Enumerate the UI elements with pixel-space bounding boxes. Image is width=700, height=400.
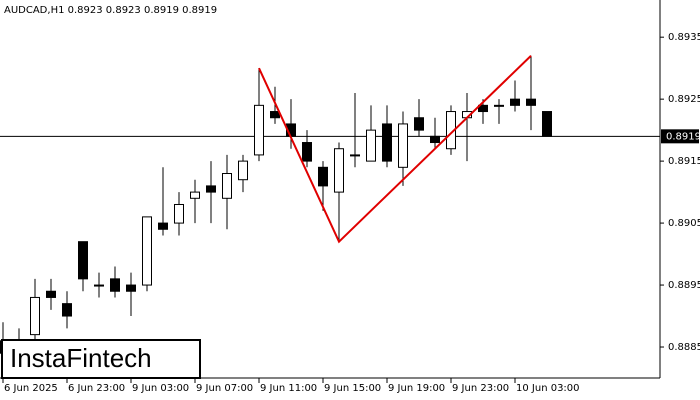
x-tick-label: 9 Jun 07:00 — [196, 383, 253, 394]
candle-body — [142, 216, 152, 286]
x-tick-label: 6 Jun 23:00 — [68, 383, 125, 394]
y-tick-label: 0.8925 — [668, 94, 700, 105]
x-tick-label: 9 Jun 19:00 — [388, 383, 445, 394]
candle-body — [350, 154, 360, 157]
candle-body — [318, 166, 328, 187]
candle-body — [526, 98, 536, 106]
watermark-box — [1, 339, 201, 379]
candle-body — [302, 142, 312, 162]
y-tick-label: 0.8915 — [668, 156, 700, 167]
candle-body — [334, 148, 344, 193]
candle-body — [254, 104, 264, 156]
candle-body — [478, 104, 488, 113]
candle-body — [46, 290, 56, 298]
candle-body — [174, 203, 184, 224]
candle-body — [158, 222, 168, 230]
x-tick-label: 9 Jun 03:00 — [132, 383, 189, 394]
candle-body — [30, 296, 40, 336]
candle-body — [222, 173, 232, 199]
last-price-box — [661, 129, 699, 144]
candle-body — [430, 135, 440, 144]
candle-body — [94, 284, 104, 287]
chart-title: AUDCAD,H1 0.8923 0.8923 0.8919 0.8919 — [4, 5, 217, 16]
candle-body — [414, 117, 424, 131]
y-tick-label: 0.8885 — [668, 342, 700, 353]
candle-body — [78, 241, 88, 280]
candle-body — [398, 123, 408, 168]
x-tick-label: 9 Jun 11:00 — [260, 383, 317, 394]
candle-body — [126, 284, 136, 292]
x-tick-label: 10 Jun 03:00 — [516, 383, 580, 394]
y-tick-label: 0.8935 — [668, 32, 700, 43]
candle-body — [494, 104, 504, 107]
x-tick-label: 9 Jun 23:00 — [452, 383, 509, 394]
candle-body — [270, 111, 280, 119]
candle-body — [62, 303, 72, 317]
candle-body — [190, 191, 200, 199]
x-tick-label: 6 Jun 2025 — [4, 383, 58, 394]
pattern-line — [258, 55, 532, 244]
candle-body — [238, 160, 248, 181]
watermark: InstaFintech — [10, 343, 152, 373]
candle-body — [206, 185, 216, 193]
candle-body — [366, 129, 376, 162]
y-tick-label: 0.8895 — [668, 280, 700, 291]
last-price-label: 0.8919 — [666, 131, 700, 142]
candle-body — [382, 123, 392, 162]
x-tick-label: 9 Jun 15:00 — [324, 383, 381, 394]
candle-body — [110, 278, 120, 292]
y-tick-label: 0.8905 — [668, 218, 700, 229]
candle-body — [542, 111, 552, 137]
candle-body — [510, 98, 520, 106]
